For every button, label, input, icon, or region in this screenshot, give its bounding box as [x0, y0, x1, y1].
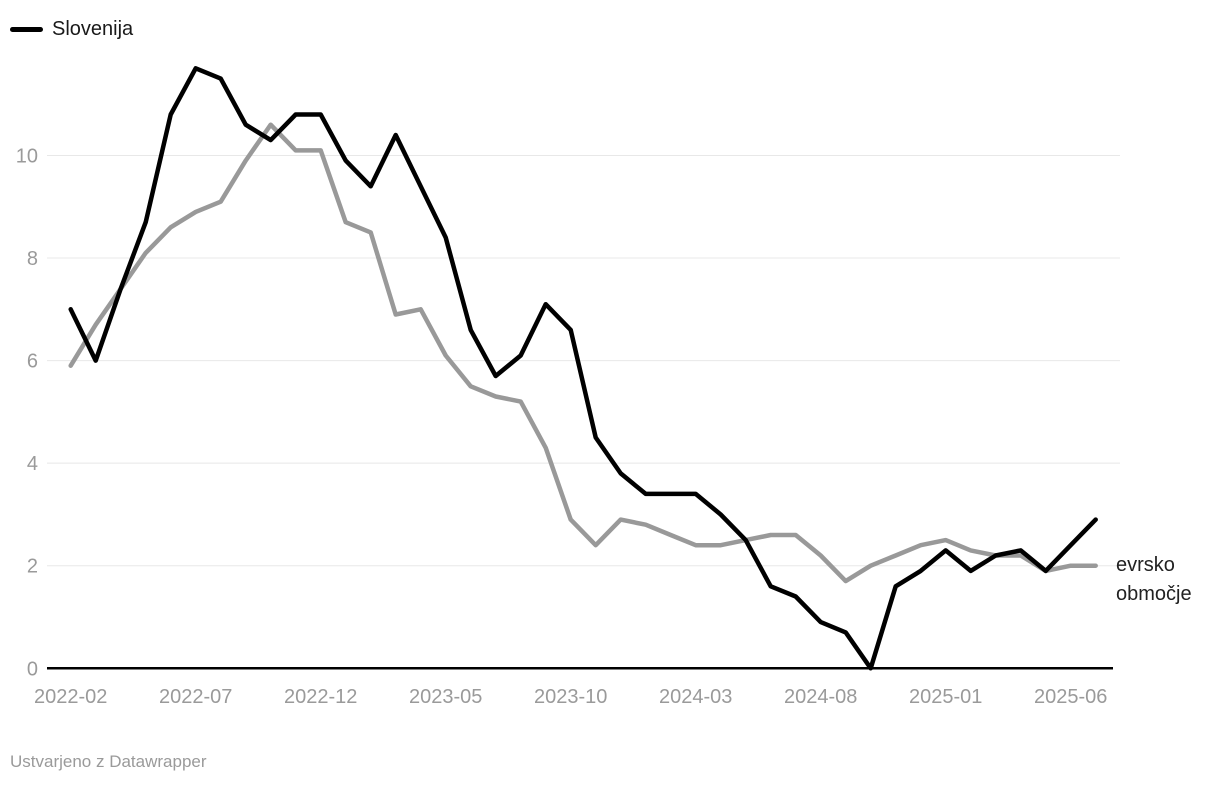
- x-axis-label-2022-02: 2022-02: [34, 686, 107, 708]
- datawrapper-credit: Ustvarjeno z Datawrapper: [10, 752, 207, 771]
- x-axis-label-2025-06: 2025-06: [1034, 686, 1107, 708]
- y-axis-label-10: 10: [16, 146, 38, 168]
- y-axis-label-0: 0: [27, 658, 38, 680]
- x-axis-label-2023-10: 2023-10: [534, 686, 607, 708]
- x-axis-labels: 2022-02 2022-07 2022-12 2023-05 2023-10 2024-…: [34, 686, 1107, 708]
- x-axis-label-2025-01: 2025-01: [909, 686, 982, 708]
- x-axis-label-2024-03: 2024-03: [659, 686, 732, 708]
- series-lines: [68, 66, 1098, 671]
- gridlines: [47, 155, 1120, 670]
- x-axis-label-2024-08: 2024-08: [784, 686, 857, 708]
- series-label-evrsko-obmocje: evrsko območje: [1116, 551, 1192, 609]
- slovenija-line-swatch: [10, 26, 43, 32]
- series-line-evrsko-območje[interactable]: [68, 122, 1098, 584]
- legend-label-slovenija: Slovenija: [52, 18, 134, 40]
- x-axis-label-2022-07: 2022-07: [159, 686, 232, 708]
- x-axis-label-2022-12: 2022-12: [284, 686, 357, 708]
- x-axis-label-2023-05: 2023-05: [409, 686, 482, 708]
- y-axis-label-8: 8: [27, 248, 38, 270]
- y-axis-label-2: 2: [27, 556, 38, 578]
- series-label-line1: evrsko: [1116, 554, 1175, 576]
- series-line-slovenija[interactable]: [68, 66, 1098, 671]
- legend: Slovenija: [10, 17, 133, 41]
- y-axis-labels: 0 2 4 6 8 10: [16, 146, 38, 681]
- series-label-line2: območje: [1116, 583, 1192, 605]
- y-axis-label-4: 4: [27, 453, 38, 475]
- y-axis-label-6: 6: [27, 351, 38, 373]
